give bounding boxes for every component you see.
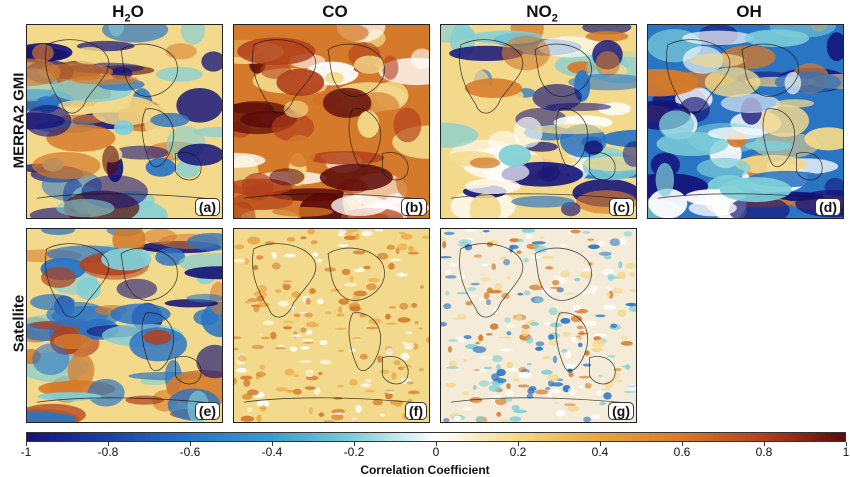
panel-letter: (a) [194,198,220,216]
colorbar-tick [107,442,109,446]
colorbar-tick-label: 0.6 [673,445,691,459]
map-panel-f: (f) [233,228,430,423]
colorbar-tick [25,442,27,446]
colorbar-tick-label: 0 [432,445,440,459]
colorbar-tick [599,442,601,446]
panel-letter: (e) [194,402,220,420]
colorbar-tick [353,442,355,446]
colorbar-tick [763,442,765,446]
panel-letter: (g) [608,402,634,420]
row-label-satellite: Satellite [10,294,28,353]
colorbar-tick-label: 0.2 [509,445,527,459]
row-label-merra2-gmi: MERRA2 GMI [10,72,28,169]
colorbar-tick [189,442,191,446]
correlation-map [27,229,222,422]
colorbar-tick-label: -1 [20,445,32,459]
colorbar-label: Correlation Coefficient [360,463,490,477]
correlation-map [234,229,429,422]
map-panel-g: (g) [440,228,637,423]
colorbar-tick [435,442,437,446]
colorbar-tick-label: 0.4 [591,445,609,459]
map-panel-b: (b) [233,24,430,219]
correlation-map [648,25,843,218]
map-panel-d: (d) [647,24,844,219]
colorbar-tick [845,442,847,446]
map-panel-e: (e) [26,228,223,423]
colorbar-tick [681,442,683,446]
panel-letter: (c) [608,198,634,216]
correlation-map [441,25,636,218]
column-title-co: CO [322,2,348,21]
column-title-oh: OH [736,2,762,21]
colorbar-tick-label: -0.2 [343,445,365,459]
column-title-h2o: H2O [112,2,144,25]
colorbar [26,432,846,442]
colorbar-tick-label: -0.4 [261,445,283,459]
correlation-map [441,229,636,422]
panel-letter: (f) [405,402,427,420]
map-panel-c: (c) [440,24,637,219]
colorbar-tick-label: -0.6 [179,445,201,459]
panel-letter: (b) [401,198,427,216]
correlation-map [234,25,429,218]
colorbar-tick-label: 1 [842,445,850,459]
map-panel-a: (a) [26,24,223,219]
column-title-no2: NO2 [526,2,558,25]
colorbar-tick [517,442,519,446]
colorbar-tick-label: 0.8 [755,445,773,459]
correlation-map [27,25,222,218]
colorbar-tick-label: -0.8 [97,445,119,459]
colorbar-tick [271,442,273,446]
panel-letter: (d) [815,198,841,216]
